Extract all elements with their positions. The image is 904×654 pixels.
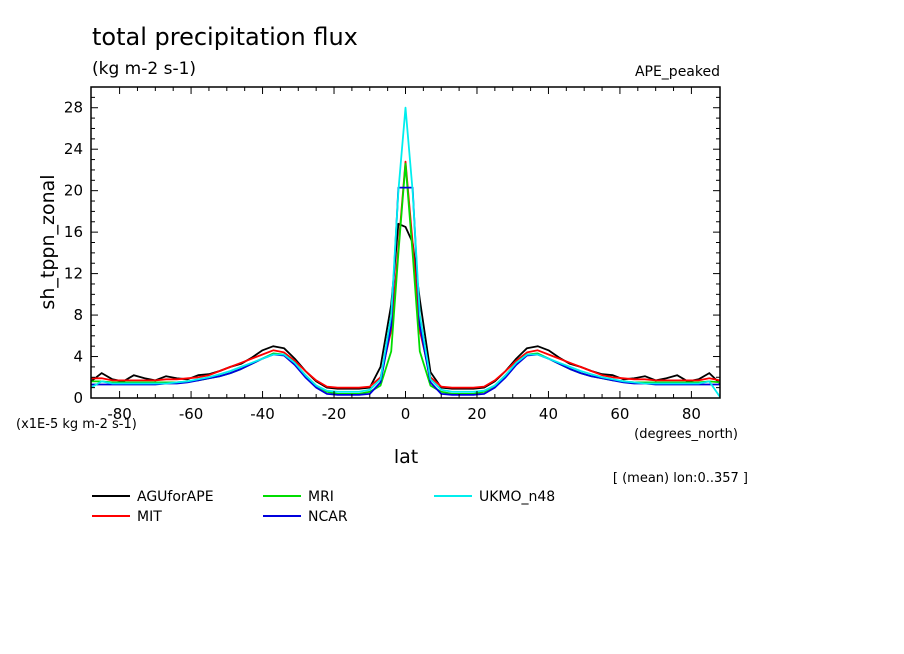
y-tick-label: 8 [73,306,83,324]
series-layer [91,106,720,398]
legend-label-ncar: NCAR [308,509,348,525]
series-line-ncar [91,186,720,396]
y-tick-label: 16 [64,223,83,241]
series-line-ukmo-n48 [91,106,720,398]
plot-area: -80 -60 -40 -20 0 20 40 60 80 0 4 8 12 16 20 24 28 [64,86,721,423]
chart-title: total precipitation flux [92,23,358,51]
legend-label-mit: MIT [137,509,162,525]
y-tick-label: 0 [73,389,83,407]
chart-subtitle: (kg m-2 s-1) [92,59,196,79]
legend-label-aguforape: AGUforAPE [137,489,214,505]
y-scale-note: (x1E-5 kg m-2 s-1) [16,417,137,432]
y-axis-label: sh_tppn_zonal [37,174,59,309]
x-axis-label: lat [394,446,418,468]
y-tick-label: 4 [73,348,83,366]
x-tick-label: -60 [179,405,204,423]
legend: AGUforAPE MIT MRI NCAR UKMO_n48 [92,489,555,525]
x-tick-label: 40 [539,405,558,423]
series-line-mri [91,162,720,395]
legend-label-ukmo-n48: UKMO_n48 [479,489,555,505]
x-axis-ticks: -80 -60 -40 -20 0 20 40 60 80 [107,87,701,423]
y-tick-label: 28 [64,99,83,117]
series-line-mit [91,160,720,389]
x-axis-units: (degrees_north) [634,427,738,442]
averaging-note: [ (mean) lon:0..357 ] [613,471,748,486]
x-tick-label: 80 [682,405,701,423]
y-tick-label: 12 [64,265,83,283]
x-tick-label: 60 [610,405,629,423]
experiment-label: APE_peaked [635,64,720,80]
y-tick-label: 20 [64,182,83,200]
y-tick-label: 24 [64,140,83,158]
x-tick-label: -80 [107,405,132,423]
x-tick-label: -20 [322,405,347,423]
x-tick-label: 20 [467,405,486,423]
x-tick-label: -40 [250,405,275,423]
plot-frame [90,86,721,399]
x-tick-label: 0 [401,405,411,423]
series-line-aguforape [91,222,720,390]
legend-label-mri: MRI [308,489,334,505]
y-axis-ticks: 0 4 8 12 16 20 24 28 [64,86,720,407]
